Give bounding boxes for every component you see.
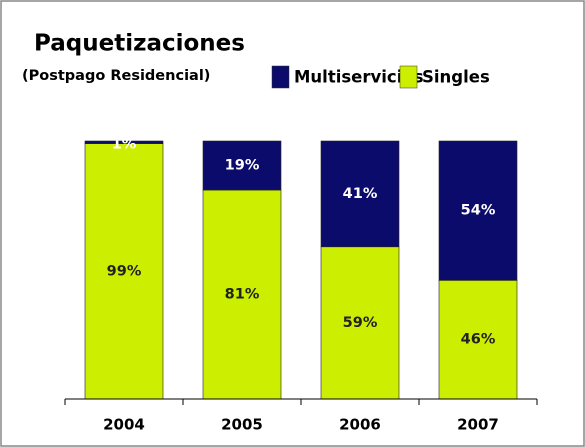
data-label: 59% xyxy=(343,315,378,331)
x-tick-label: 2007 xyxy=(457,416,499,434)
bar-segment xyxy=(84,143,164,400)
data-label: 81% xyxy=(225,287,260,303)
data-label: 19% xyxy=(225,158,260,174)
legend-label: Multiservicios xyxy=(294,68,424,87)
data-label: 99% xyxy=(107,263,142,279)
chart-title: Paquetizaciones xyxy=(34,31,245,57)
data-label: 54% xyxy=(461,203,496,219)
legend-swatch xyxy=(399,65,418,89)
bar-segment xyxy=(84,140,164,144)
data-label: 1% xyxy=(112,136,137,152)
chart-subtitle: (Postpago Residencial) xyxy=(22,68,210,84)
bar-segment xyxy=(202,189,282,400)
x-tick-label: 2006 xyxy=(339,416,381,434)
data-label: 46% xyxy=(461,332,496,348)
x-tick-label: 2004 xyxy=(103,416,145,434)
legend-swatch xyxy=(271,65,290,89)
bar-segment xyxy=(320,140,400,248)
legend-label: Singles xyxy=(422,68,490,87)
data-label: 41% xyxy=(343,186,378,202)
x-tick-label: 2005 xyxy=(221,416,263,434)
bar-segment xyxy=(438,280,518,400)
bar-segment xyxy=(202,140,282,191)
bar-segment xyxy=(438,140,518,281)
